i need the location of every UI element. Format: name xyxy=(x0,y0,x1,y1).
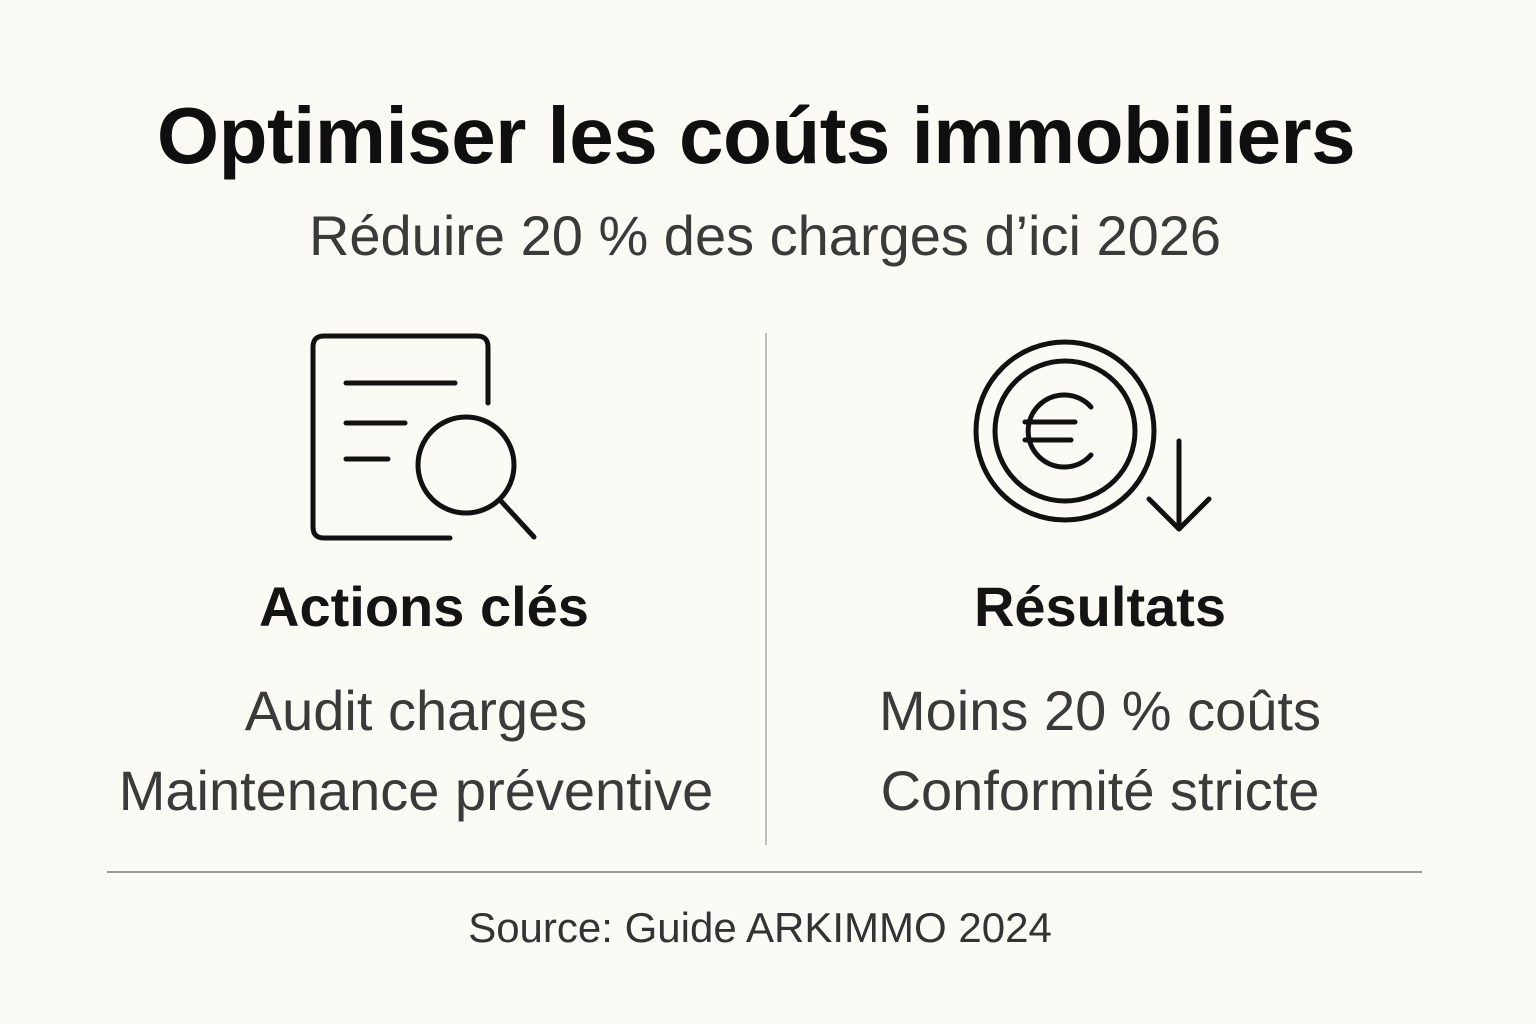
euro-coin-down-arrow-icon xyxy=(965,335,1225,545)
result-item-costs: Moins 20 % coûts xyxy=(879,679,1321,742)
source-citation: Source: Guide ARKIMMO 2024 xyxy=(468,904,1052,951)
result-item-compliance: Conformité stricte xyxy=(880,759,1320,822)
document-search-icon xyxy=(300,325,550,550)
page-title: Optimiser les coúts immobiliers xyxy=(156,91,1356,180)
vertical-divider xyxy=(765,333,767,845)
action-item-audit: Audit charges xyxy=(244,679,588,742)
actions-heading: Actions clés xyxy=(259,575,589,638)
page-subtitle: Réduire 20 % des charges d’ici 2026 xyxy=(308,204,1222,267)
action-item-maintenance: Maintenance préventive xyxy=(118,759,714,822)
horizontal-divider xyxy=(107,871,1422,873)
results-heading: Résultats xyxy=(973,575,1227,638)
